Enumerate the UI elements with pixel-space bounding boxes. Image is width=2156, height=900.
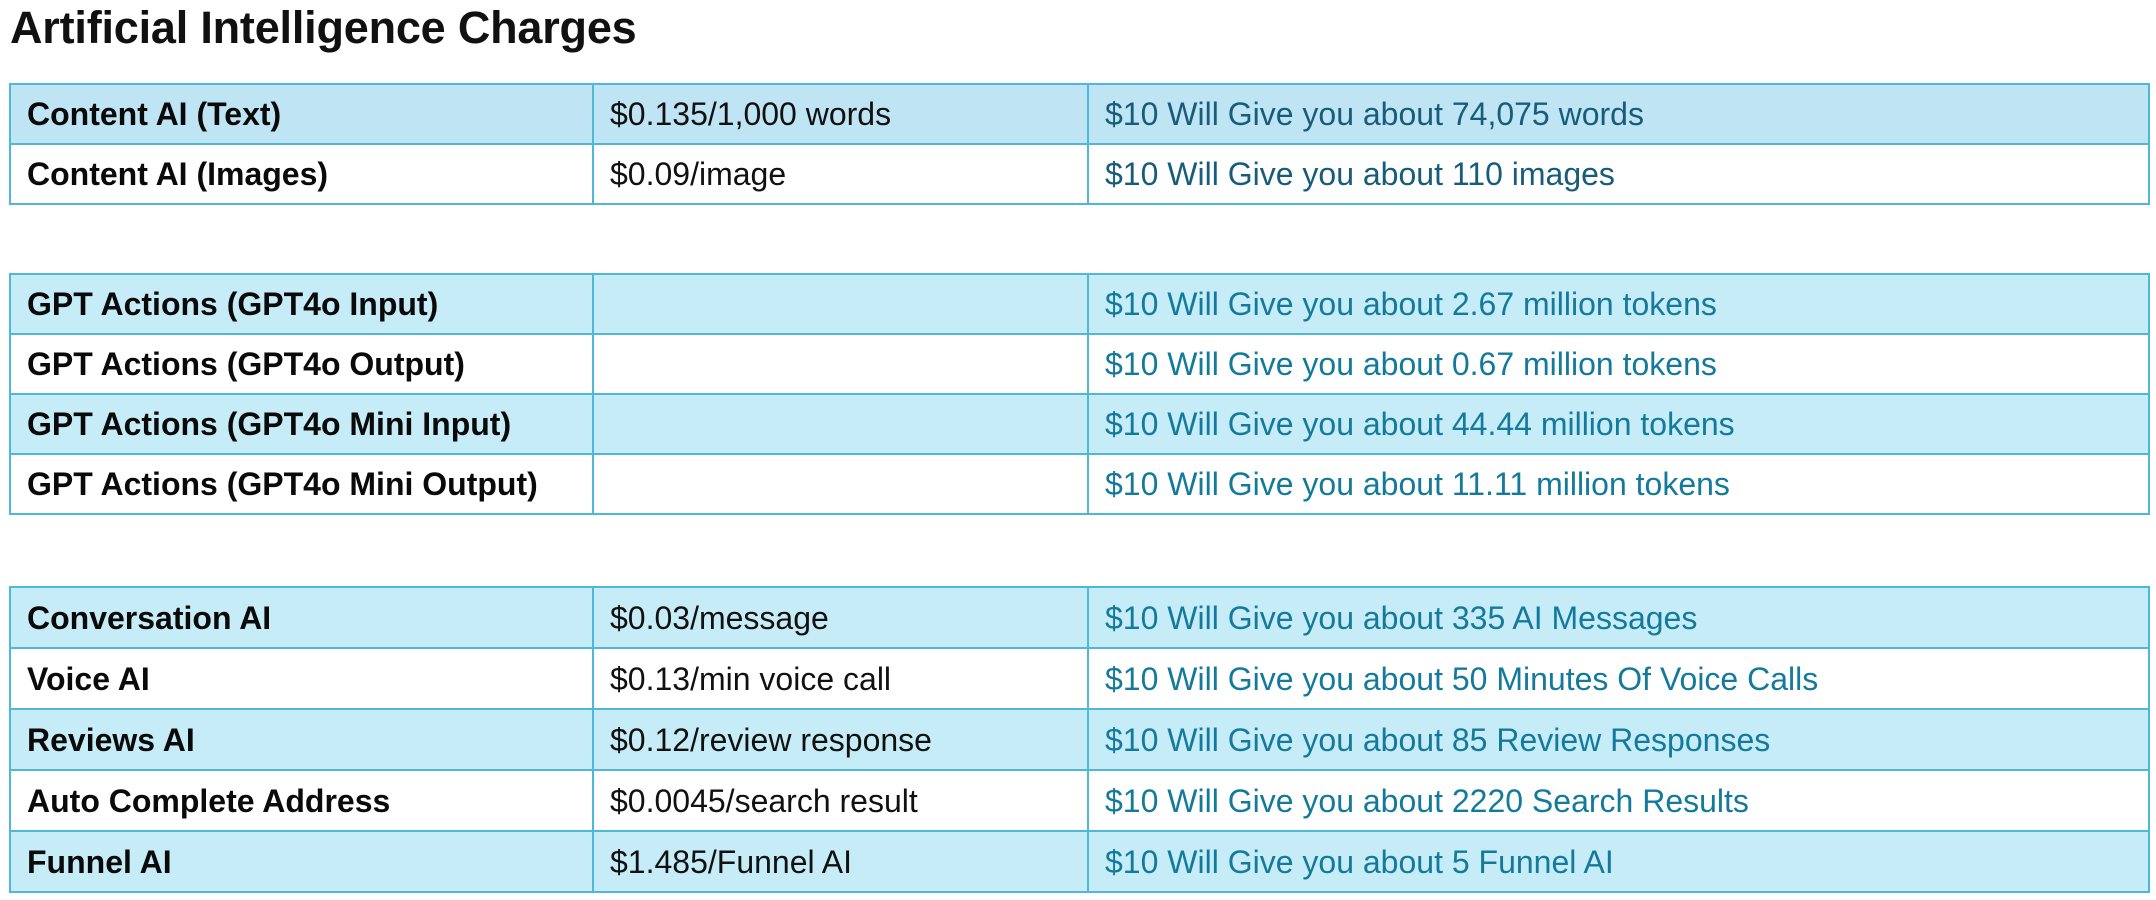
table-row: GPT Actions (GPT4o Input) $10 Will Give … xyxy=(9,273,2150,335)
service-name: GPT Actions (GPT4o Mini Input) xyxy=(9,393,594,455)
table-row: Content AI (Images) $0.09/image $10 Will… xyxy=(9,143,2150,205)
service-value: $10 Will Give you about 2220 Search Resu… xyxy=(1087,769,2150,832)
service-value: $10 Will Give you about 0.67 million tok… xyxy=(1087,333,2150,395)
table-row: GPT Actions (GPT4o Output) $10 Will Give… xyxy=(9,333,2150,395)
gpt-actions-pricing-table: GPT Actions (GPT4o Input) $10 Will Give … xyxy=(9,273,2150,515)
service-value: $10 Will Give you about 335 AI Messages xyxy=(1087,586,2150,649)
table-row: GPT Actions (GPT4o Mini Input) $10 Will … xyxy=(9,393,2150,455)
service-price: $1.485/Funnel AI xyxy=(592,830,1089,893)
table-row: Funnel AI $1.485/Funnel AI $10 Will Give… xyxy=(9,830,2150,893)
service-name: GPT Actions (GPT4o Mini Output) xyxy=(9,453,594,515)
service-price xyxy=(592,453,1089,515)
service-name: GPT Actions (GPT4o Output) xyxy=(9,333,594,395)
table-row: Voice AI $0.13/min voice call $10 Will G… xyxy=(9,647,2150,710)
service-name: Reviews AI xyxy=(9,708,594,771)
service-value: $10 Will Give you about 11.11 million to… xyxy=(1087,453,2150,515)
page-title: Artificial Intelligence Charges xyxy=(10,2,637,53)
service-price: $0.0045/search result xyxy=(592,769,1089,832)
service-name: Funnel AI xyxy=(9,830,594,893)
service-value: $10 Will Give you about 44.44 million to… xyxy=(1087,393,2150,455)
service-value: $10 Will Give you about 85 Review Respon… xyxy=(1087,708,2150,771)
service-value: $10 Will Give you about 2.67 million tok… xyxy=(1087,273,2150,335)
table-row: Conversation AI $0.03/message $10 Will G… xyxy=(9,586,2150,649)
service-name: Content AI (Text) xyxy=(9,83,594,145)
service-name: GPT Actions (GPT4o Input) xyxy=(9,273,594,335)
service-price: $0.12/review response xyxy=(592,708,1089,771)
service-price xyxy=(592,273,1089,335)
table-row: GPT Actions (GPT4o Mini Output) $10 Will… xyxy=(9,453,2150,515)
content-ai-pricing-table: Content AI (Text) $0.135/1,000 words $10… xyxy=(9,83,2150,205)
table-row: Auto Complete Address $0.0045/search res… xyxy=(9,769,2150,832)
service-value: $10 Will Give you about 110 images xyxy=(1087,143,2150,205)
ai-services-pricing-table: Conversation AI $0.03/message $10 Will G… xyxy=(9,586,2150,893)
service-price: $0.09/image xyxy=(592,143,1089,205)
service-price xyxy=(592,393,1089,455)
service-price: $0.13/min voice call xyxy=(592,647,1089,710)
service-name: Conversation AI xyxy=(9,586,594,649)
service-price: $0.135/1,000 words xyxy=(592,83,1089,145)
service-name: Voice AI xyxy=(9,647,594,710)
service-name: Content AI (Images) xyxy=(9,143,594,205)
service-price xyxy=(592,333,1089,395)
service-price: $0.03/message xyxy=(592,586,1089,649)
service-value: $10 Will Give you about 50 Minutes Of Vo… xyxy=(1087,647,2150,710)
table-row: Reviews AI $0.12/review response $10 Wil… xyxy=(9,708,2150,771)
service-value: $10 Will Give you about 74,075 words xyxy=(1087,83,2150,145)
service-name: Auto Complete Address xyxy=(9,769,594,832)
service-value: $10 Will Give you about 5 Funnel AI xyxy=(1087,830,2150,893)
table-row: Content AI (Text) $0.135/1,000 words $10… xyxy=(9,83,2150,145)
